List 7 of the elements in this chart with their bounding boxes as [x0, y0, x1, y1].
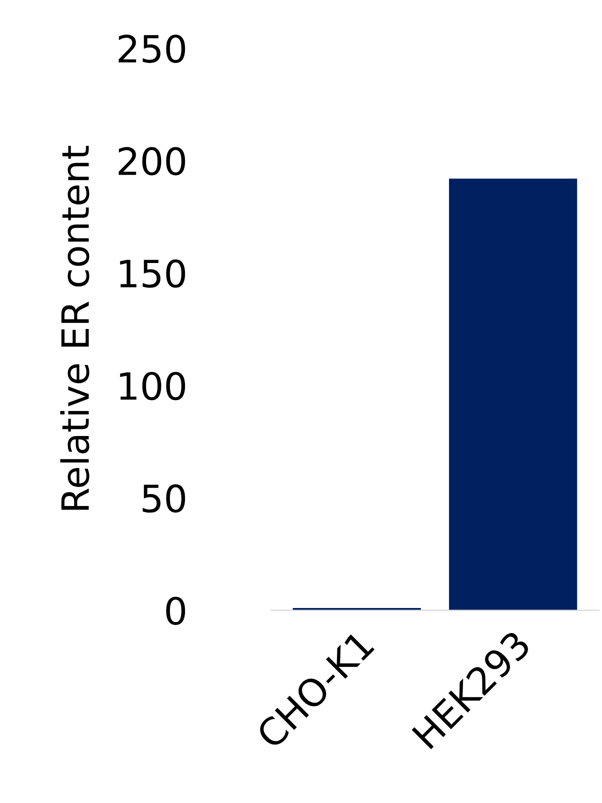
y-tick-label: 250	[118, 34, 186, 63]
y-tick-label: 100	[120, 372, 186, 400]
y-axis-title: Relative ER content	[60, 146, 90, 510]
y-tick-label: 50	[142, 484, 186, 513]
y-tick-label: 200	[118, 147, 186, 176]
y-tick-label: 150	[120, 259, 186, 288]
y-tick-label: 0	[166, 596, 186, 626]
